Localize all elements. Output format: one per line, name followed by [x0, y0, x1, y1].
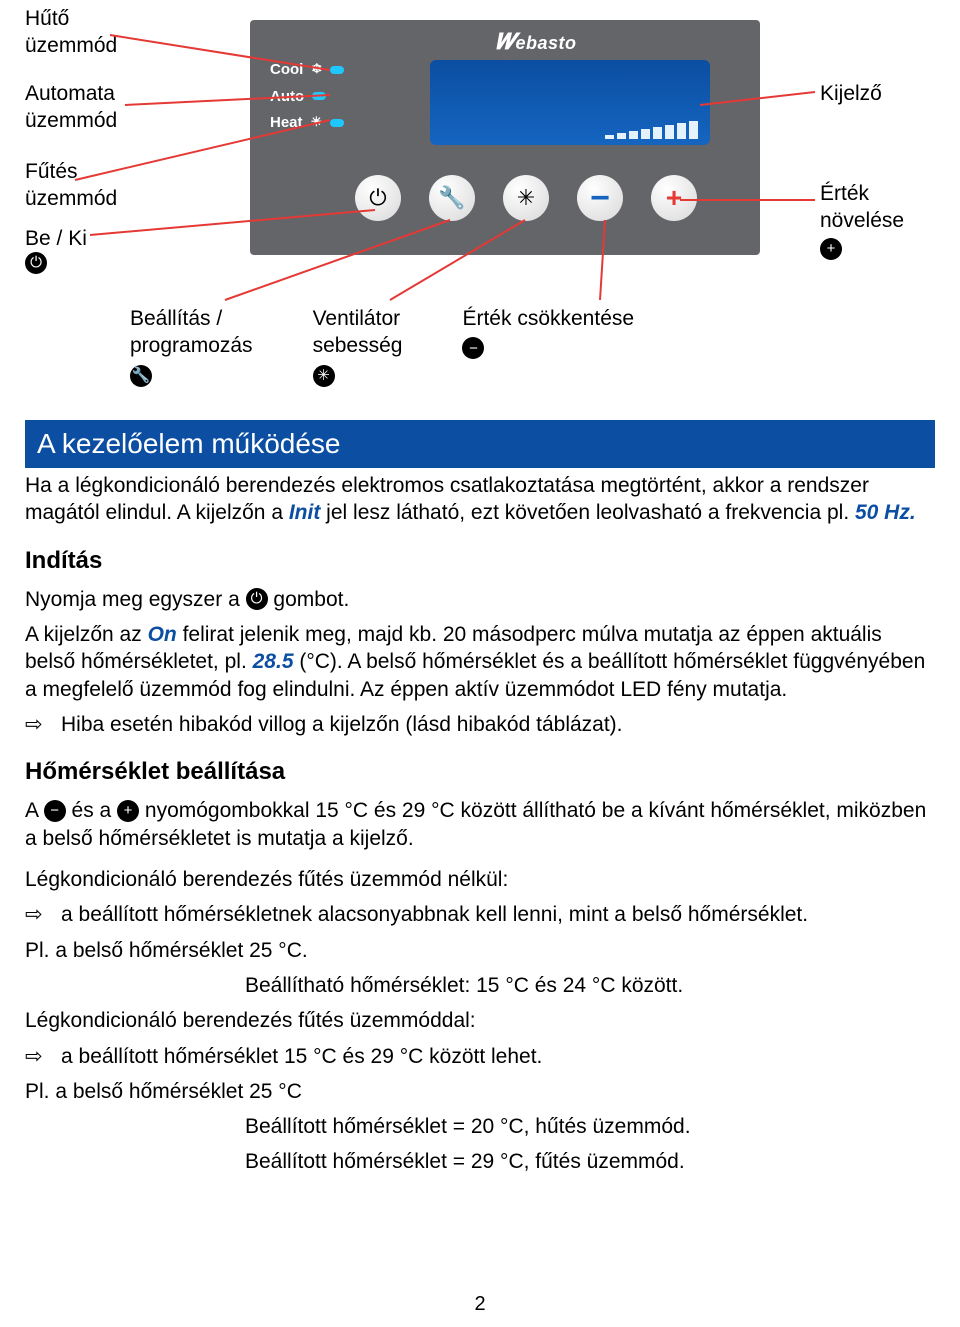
section-heading: A kezelőelem működése — [25, 420, 935, 468]
snowflake-icon: ❄ — [311, 61, 322, 78]
label-auto-mode: Automata üzemmód — [25, 80, 117, 135]
minus-icon: − — [462, 337, 484, 359]
start-p1: Nyomja meg egyszer a ⏻ gombot. — [25, 586, 935, 613]
content-body: Ha a légkondicionáló berendezés elektrom… — [25, 472, 935, 1184]
device-panel: 𝑾Webastoebasto Cool ❄ Auto Heat ☀ ⏻ 🔧 ✳ − … — [250, 20, 760, 255]
noheat-title: Légkondicionáló berendezés fűtés üzemmód… — [25, 866, 935, 893]
label-heat-mode: Fűtés üzemmód — [25, 158, 117, 213]
noheat-ex2: Beállítható hőmérséklet: 15 °C és 24 °C … — [25, 972, 935, 999]
start-heading: Indítás — [25, 545, 935, 576]
withheat-ex3: Beállított hőmérséklet = 29 °C, fűtés üz… — [25, 1148, 935, 1175]
bottom-labels: Beállítás / programozás 🔧 Ventilátor seb… — [130, 305, 634, 388]
display-screen — [430, 60, 710, 145]
brand-logo: 𝑾Webastoebasto — [495, 28, 576, 57]
withheat-ex1: Pl. a belső hőmérséklet 25 °C — [25, 1078, 935, 1105]
temp-heading: Hőmérséklet beállítása — [25, 756, 935, 787]
error-bullet: Hiba esetén hibakód villog a kijelzőn (l… — [25, 711, 935, 738]
mode-cool-label: Cool — [270, 60, 303, 80]
intro-paragraph: Ha a légkondicionáló berendezés elektrom… — [25, 472, 935, 527]
power-icon-inline: ⏻ — [246, 588, 268, 610]
label-display: Kijelző — [820, 80, 882, 107]
label-onoff: Be / Ki — [25, 225, 87, 252]
cool-led — [330, 66, 344, 74]
start-p2: A kijelzőn az On felirat jelenik meg, ma… — [25, 621, 935, 703]
temp-p1: A − és a + nyomógombokkal 15 °C és 29 °C… — [25, 797, 935, 852]
mode-auto-label: Auto — [270, 87, 304, 107]
fan-button[interactable]: ✳ — [503, 175, 549, 221]
label-fan: Ventilátor sebesség — [313, 305, 403, 360]
wrench-icon: 🔧 — [130, 365, 152, 387]
label-value-up: Érték növelése — [820, 180, 904, 235]
noheat-bullet: a beállított hőmérsékletnek alacsonyabbn… — [25, 901, 935, 928]
label-cool-mode: Hűtő üzemmód — [25, 5, 117, 60]
button-row: ⏻ 🔧 ✳ − + — [355, 175, 697, 221]
heat-led — [330, 119, 344, 127]
mode-heat-label: Heat — [270, 113, 303, 133]
label-value-down: Érték csökkentése — [462, 305, 634, 332]
withheat-ex2: Beállított hőmérséklet = 20 °C, hűtés üz… — [25, 1113, 935, 1140]
sun-icon: ☀ — [311, 114, 323, 131]
plus-icon: + — [820, 238, 842, 260]
plus-icon-inline: + — [117, 800, 139, 822]
auto-led — [312, 92, 326, 100]
fan-icon: ✳ — [313, 365, 335, 387]
minus-button[interactable]: − — [577, 175, 623, 221]
power-button[interactable]: ⏻ — [355, 175, 401, 221]
signal-bars — [605, 121, 698, 139]
minus-icon-inline: − — [44, 800, 66, 822]
mode-list: Cool ❄ Auto Heat ☀ — [270, 60, 344, 140]
withheat-title: Légkondicionáló berendezés fűtés üzemmód… — [25, 1007, 935, 1034]
label-settings: Beállítás / programozás — [130, 305, 253, 360]
settings-button[interactable]: 🔧 — [429, 175, 475, 221]
withheat-bullet: a beállított hőmérséklet 15 °C és 29 °C … — [25, 1043, 935, 1070]
power-icon: ⏻ — [25, 252, 47, 274]
noheat-ex1: Pl. a belső hőmérséklet 25 °C. — [25, 937, 935, 964]
page-number: 2 — [0, 1291, 960, 1317]
plus-button[interactable]: + — [651, 175, 697, 221]
